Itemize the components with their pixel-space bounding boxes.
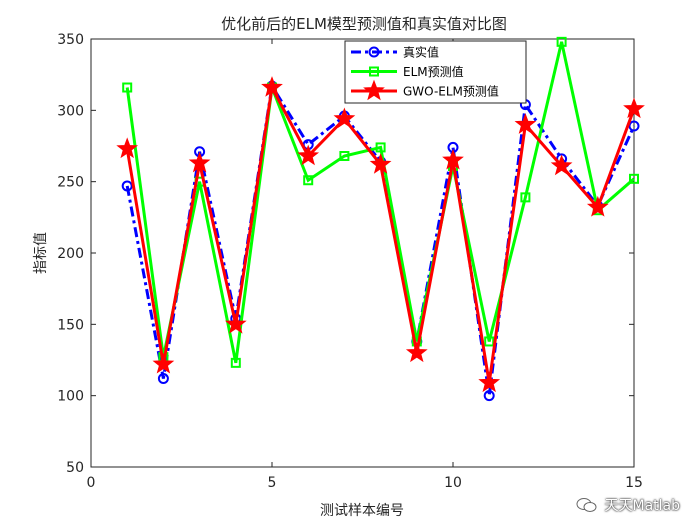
y-tick-label: 350 [57,32,84,48]
data-point [333,107,356,129]
data-point [152,352,175,374]
chart-title: 优化前后的ELM模型预测值和真实值对比图 [221,15,507,33]
y-tick-label: 150 [57,317,84,333]
data-point [224,312,247,334]
data-point [116,137,139,159]
series-layer [116,36,645,402]
data-point [188,151,211,173]
watermark: 天天Matlab [576,495,680,515]
series-1 [122,36,639,368]
data-point [122,82,133,93]
x-tick-label: 10 [444,475,462,491]
y-tick-label: 50 [66,460,84,476]
x-axis-title: 测试样本编号 [320,503,404,519]
data-point [586,195,609,217]
data-point [121,180,133,192]
data-point [297,144,320,166]
data-point [339,150,350,161]
watermark-text: 天天Matlab [604,498,680,514]
data-point [157,373,169,385]
y-tick-label: 100 [57,389,84,405]
data-point [550,154,573,176]
x-tick-label: 0 [87,475,96,491]
data-point [230,357,241,368]
legend-label: 真实值 [403,45,439,60]
data-point [629,173,639,184]
plot-area [90,38,635,468]
data-point [261,76,283,97]
legend-marker [363,79,385,101]
data-point [483,390,495,402]
data-point [514,113,537,134]
legend-marker [368,46,380,58]
data-point [556,36,567,47]
data-point [405,341,428,363]
legend: 真实值 ELM预测值 GWO-ELM预测值 [344,40,527,104]
y-tick-label: 250 [57,175,84,191]
data-point [369,153,392,174]
legend-label: ELM预测值 [403,64,464,79]
data-point [478,371,501,393]
data-point [628,120,640,132]
legend-label: GWO-ELM预测值 [403,84,499,99]
legend-marker [369,66,379,77]
y-tick-label: 300 [57,103,84,119]
data-point [520,192,531,203]
x-tick-label: 15 [625,475,643,491]
data-point [623,97,645,119]
wechat-icon [576,498,597,512]
data-point [442,148,464,170]
x-tick-label: 5 [268,475,277,491]
y-axis-title: 指标值 [33,232,49,274]
data-point [303,175,314,186]
data-point [375,142,386,153]
y-tick-label: 200 [57,246,84,262]
axis-ticks: 0 5 10 15 50 100 150 200 250 300 350 [57,32,643,491]
series-2 [116,76,645,393]
data-point [484,336,495,347]
series-line [125,41,635,364]
